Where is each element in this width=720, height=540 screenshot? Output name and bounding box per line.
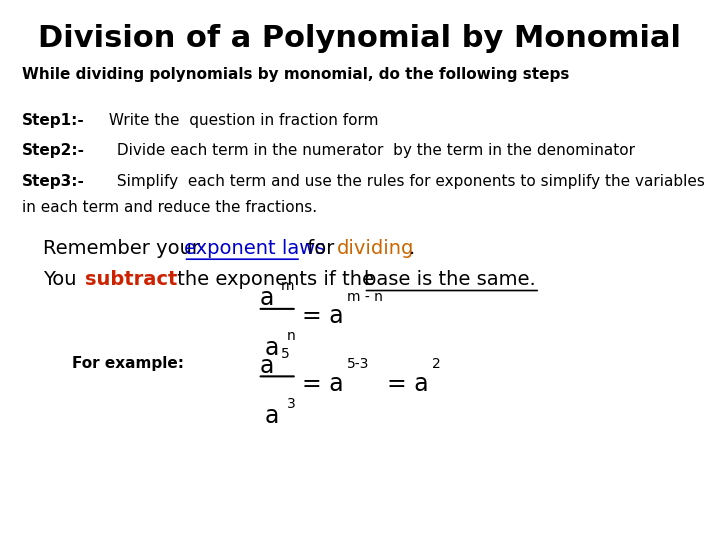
Text: for: for [301,239,341,258]
Text: = a: = a [387,372,429,395]
Text: Write the  question in fraction form: Write the question in fraction form [104,113,379,129]
Text: 5: 5 [281,347,289,361]
Text: dividing: dividing [337,239,414,258]
Text: m - n: m - n [347,290,383,304]
Text: the exponents if the: the exponents if the [171,270,381,289]
Text: 5-3: 5-3 [347,357,369,372]
Text: base is the same.: base is the same. [364,270,536,289]
Text: For example:: For example: [72,356,184,372]
Text: Remember your: Remember your [43,239,207,258]
Text: = a: = a [302,372,344,395]
Text: a: a [259,354,274,377]
Text: 3: 3 [287,397,295,411]
Text: in each term and reduce the fractions.: in each term and reduce the fractions. [22,200,317,215]
Text: Division of a Polynomial by Monomial: Division of a Polynomial by Monomial [38,24,682,53]
Text: You: You [43,270,83,289]
Text: Step3:-: Step3:- [22,174,84,189]
Text: a: a [259,286,274,310]
Text: Simplify  each term and use the rules for exponents to simplify the variables: Simplify each term and use the rules for… [112,174,704,189]
Text: Step1:-: Step1:- [22,113,84,129]
Text: subtract: subtract [85,270,177,289]
Text: While dividing polynomials by monomial, do the following steps: While dividing polynomials by monomial, … [22,68,569,83]
Text: n: n [287,329,295,343]
Text: 2: 2 [432,357,441,372]
Text: a: a [265,404,279,428]
Text: exponent laws: exponent laws [184,239,325,258]
Text: m: m [281,279,294,293]
Text: .: . [409,239,415,258]
Text: = a: = a [302,304,344,328]
Text: Step2:-: Step2:- [22,143,85,158]
Text: a: a [265,336,279,360]
Text: Divide each term in the numerator  by the term in the denominator: Divide each term in the numerator by the… [112,143,634,158]
